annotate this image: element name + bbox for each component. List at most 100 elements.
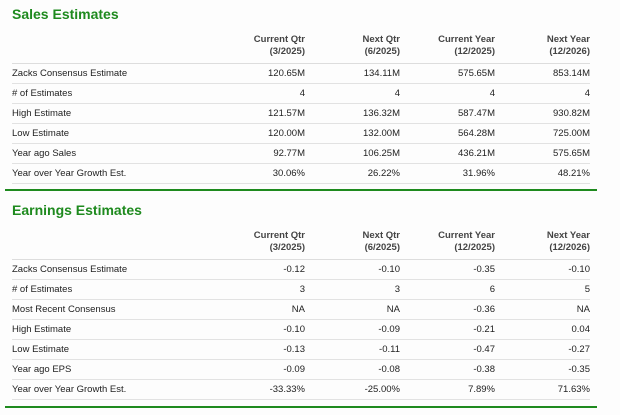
cell-value: 136.32M <box>305 103 400 124</box>
cell-value: -0.10 <box>210 319 305 340</box>
cell-value: -0.47 <box>400 339 495 360</box>
cell-value: 92.77M <box>210 143 305 164</box>
earnings-estimates-section: Earnings Estimates Current Qtr (3/2025) Ne… <box>12 199 590 400</box>
row-label: Low Estimate <box>12 123 210 144</box>
table-row: # of Estimates 3 3 6 5 <box>12 279 590 300</box>
cell-value: 132.00M <box>305 123 400 144</box>
cell-value: -0.13 <box>210 339 305 360</box>
cell-value: NA <box>305 299 400 320</box>
table-row: Zacks Consensus Estimate -0.12 -0.10 -0.35-… <box>12 259 590 280</box>
cell-value: -0.09 <box>305 319 400 340</box>
column-period: Current Year <box>438 230 495 241</box>
cell-value: -0.10 <box>305 259 400 280</box>
cell-value: 121.57M <box>210 103 305 124</box>
row-label: Zacks Consensus Estimate <box>12 63 210 84</box>
column-period: Current Qtr <box>253 34 305 45</box>
cell-value: 120.00M <box>210 123 305 144</box>
cell-value: 3 <box>305 279 400 300</box>
earnings-estimates-table: Current Qtr (3/2025) Next Qtr (6/2025) Curre… <box>12 227 590 400</box>
column-period: Current Qtr <box>253 230 305 241</box>
column-header: Next Qtr (6/2025) <box>305 31 400 64</box>
cell-value: 930.82M <box>495 103 590 124</box>
cell-value: 587.47M <box>400 103 495 124</box>
column-date: (6/2025) <box>364 242 400 253</box>
table-row: Year over Year Growth Est. -33.33% -25.00%… <box>12 379 590 400</box>
column-header: Current Year (12/2025) <box>400 227 495 260</box>
table-row: Most Recent Consensus NA NA -0.36 NA <box>12 299 590 320</box>
row-label: High Estimate <box>12 103 210 124</box>
cell-value: -33.33% <box>210 379 305 400</box>
cell-value: 30.06% <box>210 163 305 184</box>
column-date: (3/2025) <box>269 242 305 253</box>
cell-value: 4 <box>495 83 590 104</box>
row-label: # of Estimates <box>12 279 210 300</box>
table-row: Low Estimate -0.13 -0.11 -0.47 -0.27 <box>12 339 590 360</box>
row-label: # of Estimates <box>12 83 210 104</box>
cell-value: 575.65M <box>400 63 495 84</box>
cell-value: -0.09 <box>210 359 305 380</box>
cell-value: -0.35 <box>495 359 590 380</box>
cell-value: 4 <box>210 83 305 104</box>
column-period: Current Year <box>438 34 495 45</box>
row-label: Low Estimate <box>12 339 210 360</box>
table-row: Zacks Consensus Estimate 120.65M 134.11M 57… <box>12 63 590 84</box>
cell-value: -0.08 <box>305 359 400 380</box>
cell-value: 436.21M <box>400 143 495 164</box>
cell-value: 6 <box>400 279 495 300</box>
row-label: Year ago Sales <box>12 143 210 164</box>
cell-value: NA <box>210 299 305 320</box>
column-date: (12/2025) <box>454 242 495 253</box>
cell-value: -25.00% <box>305 379 400 400</box>
table-row: Year over Year Growth Est. 30.06% 26.22% 31… <box>12 163 590 184</box>
column-header: Current Qtr (3/2025) <box>210 227 305 260</box>
row-label: Zacks Consensus Estimate <box>12 259 210 280</box>
table-row: Low Estimate 120.00M 132.00M 564.28M 725.00M <box>12 123 590 144</box>
table-row: High Estimate -0.10 -0.09 -0.21 0.04 <box>12 319 590 340</box>
table-row: High Estimate 121.57M 136.32M 587.47M 930.82… <box>12 103 590 124</box>
cell-value: 3 <box>210 279 305 300</box>
column-date: (12/2025) <box>454 46 495 57</box>
cell-value: -0.35 <box>400 259 495 280</box>
column-date: (6/2025) <box>364 46 400 57</box>
table-row: # of Estimates 4 4 4 4 <box>12 83 590 104</box>
cell-value: -0.27 <box>495 339 590 360</box>
row-label: Year over Year Growth Est. <box>12 379 210 400</box>
cell-value: 564.28M <box>400 123 495 144</box>
earnings-estimates-title: Earnings Estimates <box>12 202 142 218</box>
column-header: Next Qtr (6/2025) <box>305 227 400 260</box>
table-row: Year ago EPS -0.09 -0.08 -0.38 -0.35 <box>12 359 590 380</box>
cell-value: -0.21 <box>400 319 495 340</box>
cell-value: 26.22% <box>305 163 400 184</box>
column-period: Next Year <box>546 230 590 241</box>
cell-value: -0.11 <box>305 339 400 360</box>
table-row: Year ago Sales 92.77M 106.25M 436.21M 575.65… <box>12 143 590 164</box>
header-blank <box>12 227 210 260</box>
cell-value: 725.00M <box>495 123 590 144</box>
column-period: Next Qtr <box>362 230 400 241</box>
cell-value: 4 <box>400 83 495 104</box>
column-header: Current Year (12/2025) <box>400 31 495 64</box>
column-header: Next Year (12/2026) <box>495 31 590 64</box>
section-divider <box>5 189 597 191</box>
sales-estimates-section: Sales Estimates Current Qtr (3/2025) Next … <box>12 3 590 184</box>
column-date: (12/2026) <box>549 242 590 253</box>
sales-estimates-title: Sales Estimates <box>12 6 119 22</box>
column-date: (3/2025) <box>269 46 305 57</box>
cell-value: 0.04 <box>495 319 590 340</box>
cell-value: 48.21% <box>495 163 590 184</box>
cell-value: 134.11M <box>305 63 400 84</box>
cell-value: 7.89% <box>400 379 495 400</box>
header-blank <box>12 31 210 64</box>
cell-value: 106.25M <box>305 143 400 164</box>
column-header: Next Year (12/2026) <box>495 227 590 260</box>
column-date: (12/2026) <box>549 46 590 57</box>
cell-value: -0.12 <box>210 259 305 280</box>
column-period: Next Year <box>546 34 590 45</box>
cell-value: 31.96% <box>400 163 495 184</box>
cell-value: -0.38 <box>400 359 495 380</box>
section-divider <box>5 406 597 408</box>
header-row: Current Qtr (3/2025) Next Qtr (6/2025) Curre… <box>12 31 590 64</box>
cell-value: 5 <box>495 279 590 300</box>
row-label: Year ago EPS <box>12 359 210 380</box>
sales-estimates-table: Current Qtr (3/2025) Next Qtr (6/2025) Curre… <box>12 31 590 184</box>
